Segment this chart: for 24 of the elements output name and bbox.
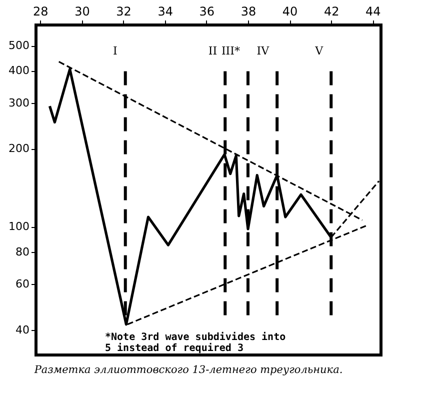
text: Разметка эллиоттовского 13-летнего треугольника. bbox=[33, 364, 343, 376]
y-tick-label: 80 bbox=[16, 245, 30, 258]
y-tick-label: 400 bbox=[8, 64, 30, 78]
x-tick-label: 44 bbox=[366, 4, 381, 18]
x-tick-label: 34 bbox=[158, 4, 173, 18]
y-tick-label: 100 bbox=[8, 220, 30, 234]
x-tick-label: 38 bbox=[240, 4, 256, 18]
y-tick-label: 60 bbox=[16, 278, 30, 291]
x-tick-label: 32 bbox=[116, 4, 132, 18]
y-tick-label: 300 bbox=[8, 96, 30, 110]
ref-line-label: IV bbox=[256, 44, 270, 58]
ref-line-label: III* bbox=[221, 44, 240, 58]
x-tick-label: 30 bbox=[74, 4, 90, 18]
x-tick-label: 40 bbox=[282, 4, 298, 18]
y-tick-label: 40 bbox=[16, 323, 30, 336]
x-tick-label: 42 bbox=[324, 4, 340, 18]
x-tick-label: 36 bbox=[199, 4, 215, 18]
y-tick-label: 500 bbox=[8, 39, 30, 52]
ref-line-label: V bbox=[314, 44, 324, 58]
y-tick-label: 200 bbox=[8, 142, 30, 156]
annotation: *Note 3rd wave subdivides into 5 instead of required 3 bbox=[105, 331, 286, 354]
ref-line-label: I bbox=[113, 44, 118, 58]
ref-line-label: II bbox=[208, 44, 218, 58]
x-tick-label: 28 bbox=[33, 4, 48, 18]
